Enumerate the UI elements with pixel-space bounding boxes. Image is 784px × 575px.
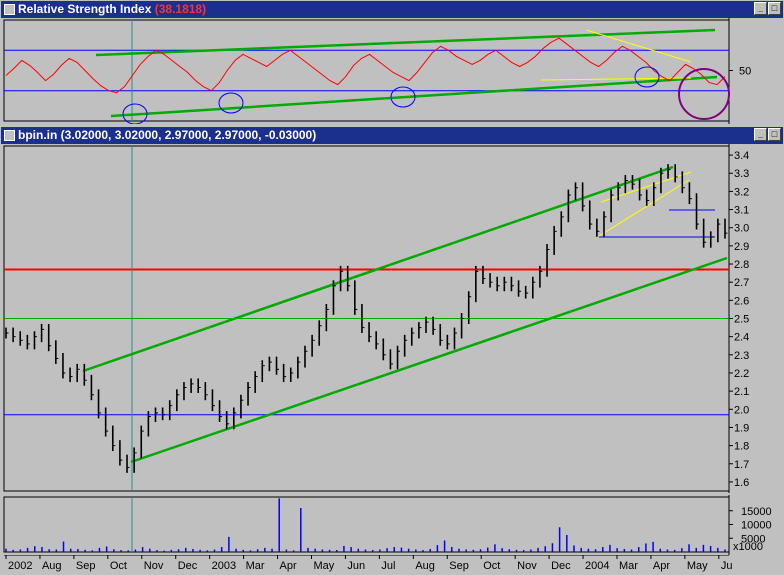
rsi-divergence-circle [218,92,244,114]
date-tick-label: 2003 [212,560,236,572]
date-tick-label: May [687,560,708,572]
price-tick-label: 2.9 [734,241,749,253]
window-icon [4,4,15,15]
volume-plot-area [3,496,730,553]
price-pane: bpin.in (3.02000, 3.02000, 2.97000, 2.97… [1,127,783,493]
rsi-yellow-resistance [585,29,692,63]
volume-tick-label: 5000 [741,533,765,545]
date-tick-label: Sep [449,560,469,572]
price-tick-label: 1.9 [734,422,749,434]
rsi-title-bar: Relative Strength Index (38.1818) _ □ [1,1,783,18]
date-tick-label: Jun [347,560,365,572]
date-tick-label: 2002 [8,560,32,572]
price-chart: 3.4 3.3 3.2 3.1 3.0 2.9 2.8 2.7 2.6 2.5 2.4 2.3 2.2 2… [3,144,749,493]
price-tick-label: 2.1 [734,386,749,398]
price-title: bpin.in [18,128,58,142]
rsi-series-line [5,37,726,94]
price-tick-label: 2.2 [734,368,749,380]
volume-tick-label: 10000 [741,520,772,532]
price-tick-label: 2.6 [734,295,749,307]
price-tick-label: 2.5 [734,314,749,326]
date-tick-label: May [313,560,334,572]
rsi-divergence-circle [634,66,660,88]
minimize-button[interactable]: _ [754,128,767,141]
date-tick-label: Apr [653,560,670,572]
price-tick-label: 1.7 [734,459,749,471]
rsi-divergence-circle [390,86,416,108]
rsi-pane: Relative Strength Index (38.1818) _ □ 50 [1,1,783,125]
date-tick-label: Dec [178,560,198,572]
price-lower-channel [130,256,728,464]
price-tick-label: 2.8 [734,259,749,271]
price-tick-label: 3.0 [734,223,749,235]
date-tick-label: Mar [246,560,265,572]
date-axis: 2002 Aug Sep Oct Nov Dec 2003 Mar Apr May Jun Jul Au… [1,555,783,574]
volume-multiplier: x1000 [733,541,763,553]
price-tick-label: 3.4 [734,150,749,162]
price-tick-label: 3.1 [734,205,749,217]
date-tick-label: Jul [381,560,395,572]
rsi-plot-area [3,19,730,122]
price-upper-channel [82,165,674,373]
date-tick-label: Oct [110,560,127,572]
rsi-value: (38.1818) [154,2,207,16]
price-tick-label: 1.8 [734,441,749,453]
price-tick-label: 2.0 [734,404,749,416]
rsi-lower-trendline [110,75,718,118]
price-tick-label: 3.3 [734,168,749,180]
rsi-tick-label: 50 [739,66,751,78]
date-tick-label: Oct [483,560,500,572]
date-tick-label: Aug [415,560,435,572]
price-tick-label: 2.7 [734,277,749,289]
rsi-chart: 50 [3,18,751,124]
rsi-upper-trendline [95,28,716,57]
price-title-bar: bpin.in (3.02000, 3.02000, 2.97000, 2.97… [1,127,783,144]
price-tick-label: 3.2 [734,186,749,198]
price-tick-label: 2.4 [734,332,749,344]
rsi-title: Relative Strength Index [18,2,152,16]
price-tick-label: 2.3 [734,350,749,362]
minimize-button[interactable]: _ [754,2,767,15]
maximize-button[interactable]: □ [768,2,781,15]
date-tick-label: Nov [517,560,537,572]
date-tick-label: Nov [144,560,164,572]
date-tick-label: Dec [551,560,571,572]
date-tick-label: Apr [280,560,297,572]
volume-tick-label: 15000 [741,506,772,518]
volume-pane: 15000 10000 5000 x1000 [1,495,783,555]
price-tick-label: 1.6 [734,477,749,489]
rsi-divergence-circle [122,103,148,124]
date-axis-labels: 2002 Aug Sep Oct Nov Dec 2003 Mar Apr May Jun Jul Au… [4,555,733,572]
rsi-highlight-circle [678,68,730,120]
date-tick-label: Aug [42,560,62,572]
window-icon [4,130,15,141]
maximize-button[interactable]: □ [768,128,781,141]
price-ohlc: (3.02000, 3.02000, 2.97000, 2.97000, -0.… [60,128,317,142]
date-tick-label: Ju [721,560,733,572]
date-tick-label: 2004 [585,560,609,572]
date-tick-label: Sep [76,560,96,572]
date-tick-label: Mar [619,560,638,572]
price-yellow-wedge-lower [598,179,690,237]
